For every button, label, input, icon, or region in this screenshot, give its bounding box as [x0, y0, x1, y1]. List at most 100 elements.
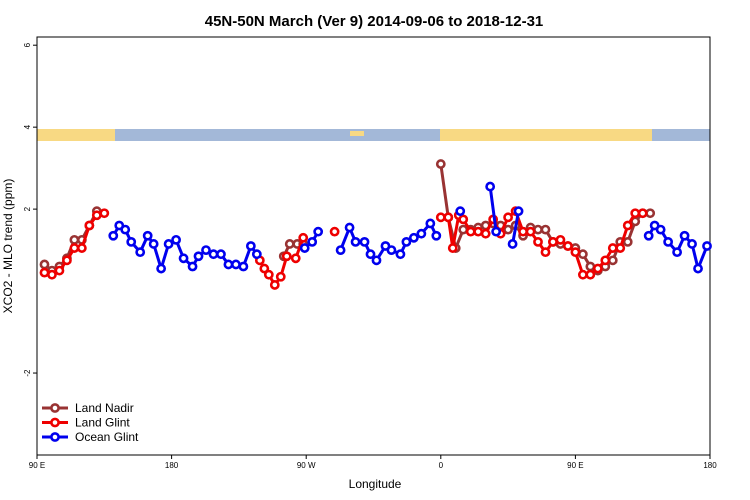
x-tick-label: 90 E [29, 461, 45, 470]
land-band [37, 129, 115, 141]
y-axis-label: XCO2 - MLO trend (ppm) [1, 179, 15, 314]
point [231, 259, 241, 270]
point [518, 226, 528, 237]
point [281, 251, 292, 262]
point [275, 271, 286, 282]
point [622, 237, 633, 247]
x-tick-label: 180 [703, 461, 717, 470]
point [148, 239, 159, 249]
point [208, 249, 219, 260]
point [507, 239, 518, 249]
point [577, 249, 588, 260]
point [491, 226, 502, 237]
point [284, 239, 295, 249]
legend-label: Land Glint [75, 416, 130, 430]
point [193, 251, 204, 262]
point [329, 226, 340, 237]
y-tick-label: 6 [23, 42, 32, 47]
point [655, 224, 666, 235]
point [585, 269, 596, 280]
x-tick-label: 90 E [567, 461, 583, 470]
point [540, 247, 551, 258]
x-tick-label: 180 [165, 461, 179, 470]
y-tick-label: 2 [23, 206, 32, 211]
legend-marker [50, 403, 60, 413]
point [630, 208, 641, 219]
point [643, 230, 654, 241]
chart-title: 45N-50N March (Ver 9) 2014-09-06 to 2018… [205, 13, 544, 30]
point [702, 241, 712, 251]
point [458, 214, 469, 225]
point [298, 232, 309, 243]
point [263, 269, 274, 280]
y-tick-label: 4 [23, 124, 32, 129]
point [513, 206, 524, 217]
point [425, 218, 436, 229]
point [443, 212, 454, 223]
point [600, 255, 611, 266]
point [223, 259, 234, 270]
point [142, 230, 153, 241]
point [76, 243, 87, 253]
point [577, 269, 588, 280]
point [238, 261, 249, 272]
point [503, 224, 513, 235]
legend-label: Ocean Glint [75, 430, 139, 444]
point [592, 263, 603, 274]
point [672, 247, 682, 258]
y-tick-label: -2 [23, 369, 32, 377]
point [679, 230, 690, 241]
point [69, 234, 80, 245]
point [431, 230, 442, 241]
point [54, 265, 65, 276]
point [533, 237, 543, 247]
point [178, 253, 189, 264]
point [259, 263, 270, 274]
point [435, 212, 446, 223]
point [39, 259, 50, 270]
point [171, 234, 181, 245]
point [533, 224, 543, 235]
point [269, 280, 280, 290]
point [548, 237, 558, 247]
point [313, 226, 324, 237]
map-strip [37, 129, 710, 141]
point [99, 208, 110, 219]
point [455, 206, 466, 217]
point [693, 263, 703, 274]
point [416, 228, 427, 239]
point [371, 255, 382, 266]
point [473, 226, 484, 237]
point [687, 239, 697, 249]
point [622, 220, 633, 231]
point [503, 212, 513, 223]
point [201, 245, 211, 255]
point [344, 222, 355, 233]
point [401, 237, 412, 247]
point [607, 243, 618, 253]
point [386, 245, 397, 255]
point [163, 239, 174, 249]
legend-label: Land Nadir [75, 401, 134, 415]
point [350, 237, 361, 247]
land-band [440, 129, 652, 141]
point [435, 159, 446, 169]
x-tick-label: 90 W [297, 461, 316, 470]
point [585, 261, 596, 272]
legend-marker [50, 432, 60, 442]
land-band [350, 131, 364, 136]
point [216, 249, 226, 260]
point [447, 243, 458, 253]
point [465, 226, 476, 237]
point [555, 234, 566, 245]
point [540, 224, 551, 235]
point [563, 241, 573, 251]
point [570, 247, 581, 258]
point [335, 245, 346, 255]
point [126, 237, 137, 247]
point [365, 249, 376, 260]
x-tick-label: 0 [439, 461, 444, 470]
point [135, 247, 146, 258]
